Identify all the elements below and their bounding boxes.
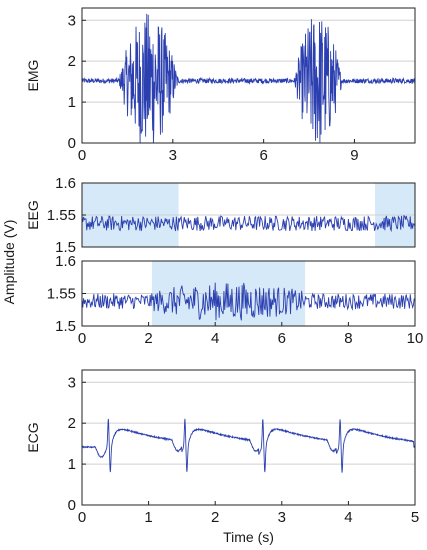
signal-line [81,13,416,144]
chart-panel-1: 0 1 2 3 0 3 6 9 EMG [25,7,416,164]
y-tick-label: 1.55 [47,207,76,224]
plot-area [82,370,415,505]
x-tick-label: 8 [344,330,352,347]
y-tick-label: 1.6 [55,253,76,270]
chart-panel-3: 1.5 1.55 1.6 0 2 4 6 8 10 [47,253,424,347]
y-tick-label: 1.5 [55,318,76,335]
y-tick-label: 1 [68,94,76,111]
x-tick-label: 6 [278,330,286,347]
signal-line [81,418,416,473]
y-tick-label: 1.55 [47,286,76,303]
y-tick-label: 0 [68,135,76,152]
x-tick-label: 1 [144,509,152,526]
shared-y-axis-label: Amplitude (V) [1,220,17,305]
y-tick-label: 3 [68,12,76,29]
x-tick-label: 4 [211,330,219,347]
y-tick-label: 3 [68,374,76,391]
chart-panel-4: 0 1 2 3 0 1 2 3 4 5 ECG Time (s) [25,369,419,545]
y-tick-label: 0 [68,497,76,514]
axes-frame [81,7,416,144]
x-tick-label: 9 [350,147,358,164]
y-tick-label: 2 [68,53,76,70]
y-tick-label: 1.5 [55,239,76,256]
y-tick-label: 1.6 [55,175,76,192]
y-axis-label: EEG [25,200,41,230]
signal-line [81,214,416,233]
y-axis-label: EMG [25,60,41,92]
x-tick-label: 5 [411,509,419,526]
axes-frame [81,369,416,506]
y-tick-label: 2 [68,415,76,432]
x-tick-label: 0 [78,509,86,526]
x-tick-label: 6 [259,147,267,164]
x-tick-label: 10 [407,330,424,347]
x-tick-label: 2 [144,330,152,347]
x-tick-label: 0 [78,330,86,347]
y-axis-label: ECG [25,422,41,452]
x-tick-label: 3 [278,509,286,526]
x-tick-label: 2 [211,509,219,526]
x-tick-label: 4 [344,509,352,526]
signal-line [81,282,416,321]
x-tick-label: 0 [78,147,86,164]
x-tick-label: 3 [169,147,177,164]
chart-panel-2: 1.5 1.55 1.6 EEG [25,175,416,256]
x-axis-label: Time (s) [223,529,274,545]
y-tick-label: 1 [68,456,76,473]
